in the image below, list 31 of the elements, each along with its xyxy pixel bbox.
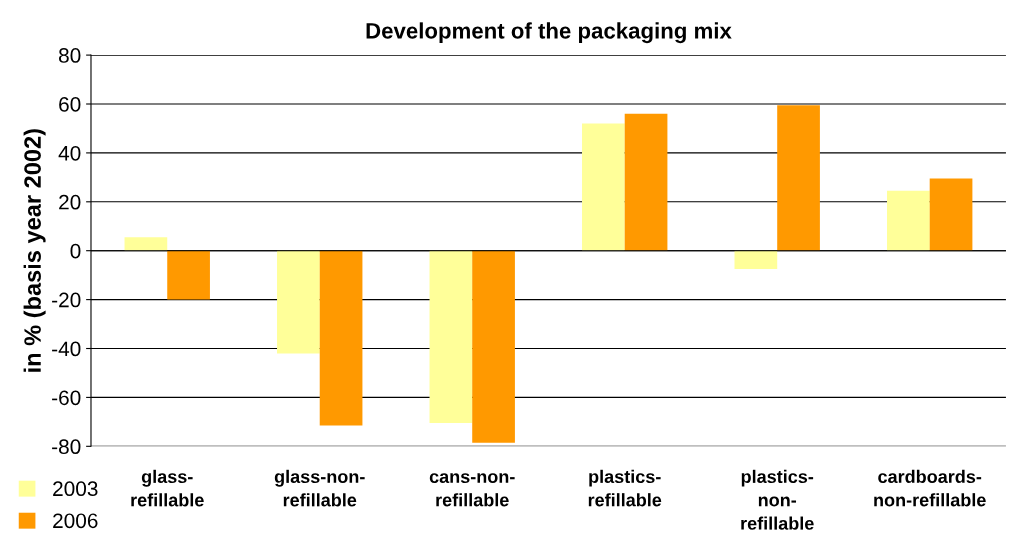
chart-title: Development of the packaging mix (366, 22, 732, 44)
y-tick-label: -80 (52, 439, 81, 455)
bar (777, 105, 820, 251)
bar (124, 237, 168, 251)
y-tick-label: 0 (70, 243, 81, 259)
y-tick-label: -60 (52, 390, 81, 406)
y-tick-label: -20 (52, 292, 81, 308)
x-tick-label: plastics- non- refillable (741, 469, 814, 530)
x-tick-label: glass- refillable (131, 469, 204, 507)
x-tick-label: glass-non- refillable (274, 469, 365, 507)
legend-label: 2006 (53, 513, 98, 529)
legend-label: 2003 (53, 481, 98, 497)
bar (277, 250, 320, 354)
x-tick-label: cardboards- non-refillable (874, 469, 986, 507)
y-tick-label: 20 (59, 194, 81, 210)
bar (429, 250, 473, 424)
bar (734, 250, 778, 270)
bar (167, 250, 210, 300)
x-tick-label: cans-non- refillable (429, 473, 515, 507)
y-axis-title: in % (basis year 2002) (23, 129, 46, 372)
y-tick-label: 40 (58, 145, 81, 161)
bar (887, 190, 930, 251)
bar (582, 123, 625, 251)
bar (472, 250, 515, 443)
bar (929, 178, 973, 251)
bar (319, 250, 363, 426)
y-tick-label: -40 (52, 341, 81, 357)
bar (624, 113, 668, 251)
x-tick-label: plastics- refillable (588, 469, 662, 507)
y-tick-label: 60 (59, 97, 81, 112)
y-tick-label: 80 (59, 48, 81, 63)
